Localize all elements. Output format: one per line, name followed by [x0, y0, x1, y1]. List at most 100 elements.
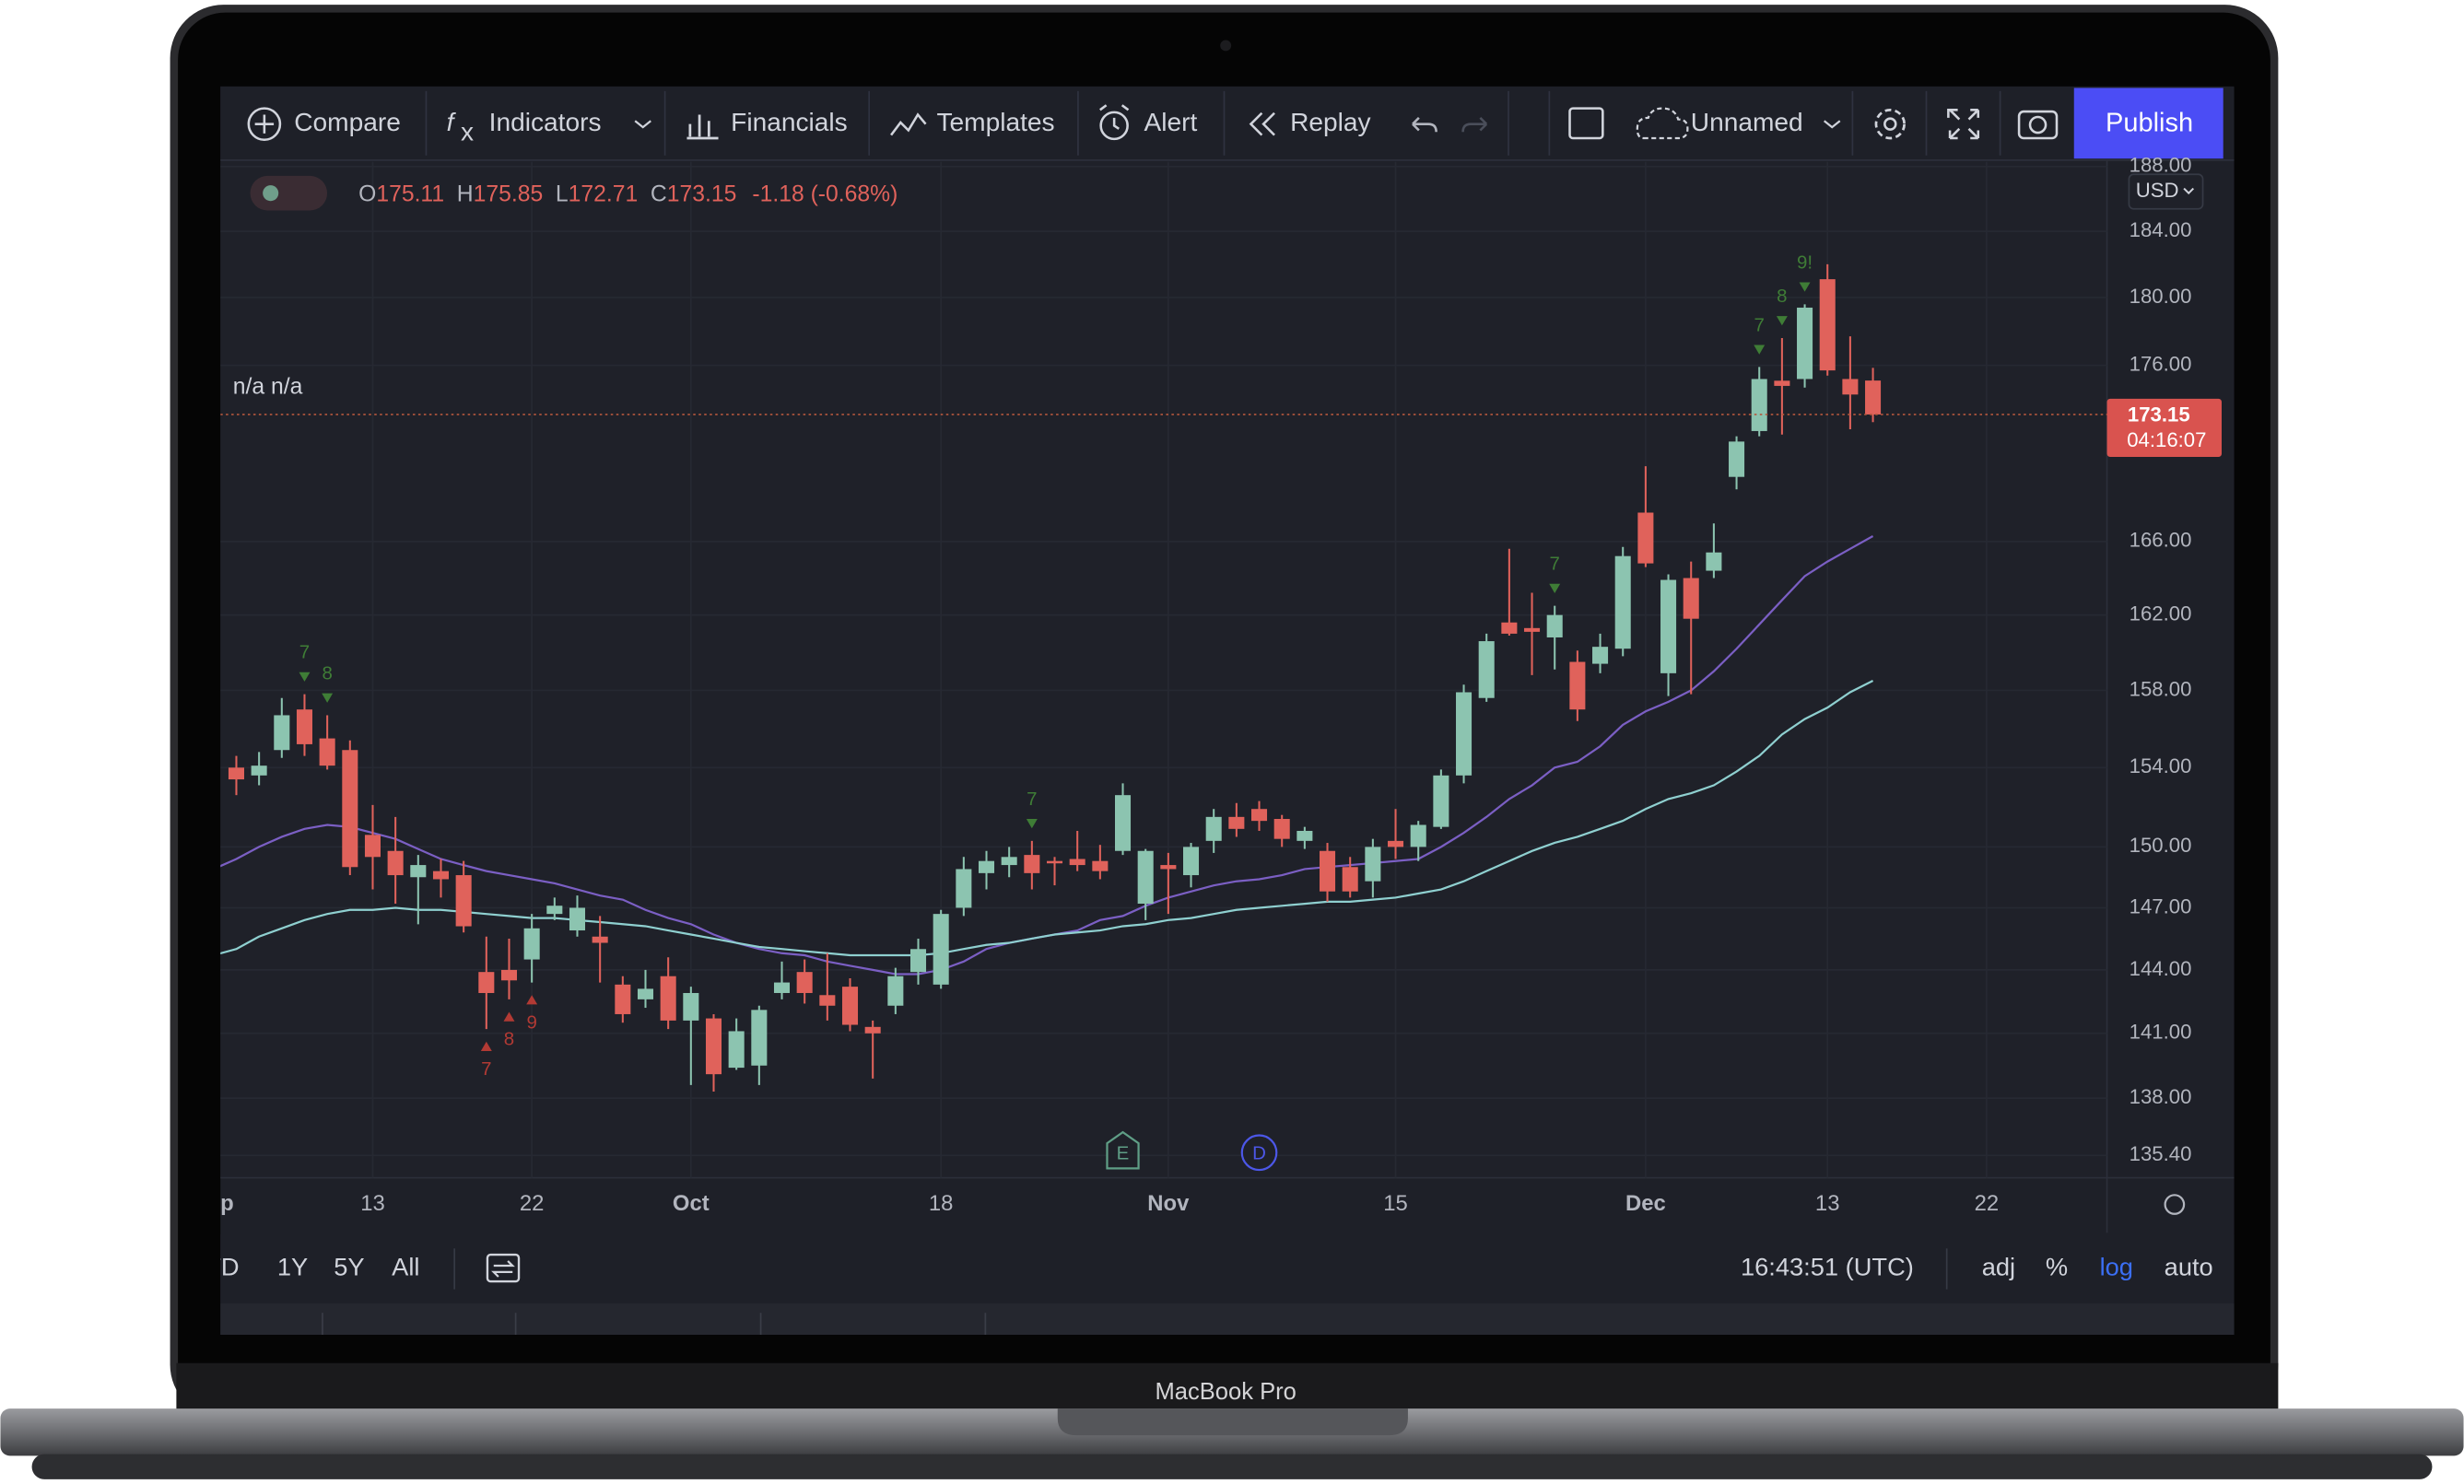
- candle-body: [546, 906, 563, 915]
- high-label: H: [457, 181, 474, 206]
- candle-body: [1751, 379, 1767, 431]
- candle-body: [909, 949, 927, 973]
- camera-lens: [2028, 115, 2047, 134]
- close-value: 173.15: [667, 181, 737, 206]
- signal-count: 8: [504, 1029, 514, 1050]
- series-toggle[interactable]: [250, 175, 328, 211]
- templates-button[interactable]: Templates: [890, 108, 1055, 136]
- candle-body: [615, 984, 631, 1014]
- candle-body: [1433, 775, 1449, 827]
- candle-body: [1842, 379, 1859, 395]
- adj-toggle[interactable]: adj: [1982, 1253, 2015, 1281]
- candle-body: [1592, 647, 1609, 664]
- auto-toggle[interactable]: auto: [2165, 1253, 2213, 1281]
- base-shadow: [31, 1454, 2433, 1479]
- candle-body: [1388, 840, 1404, 847]
- fullscreen-button[interactable]: [1947, 109, 1980, 140]
- dropdown-caret: [634, 120, 651, 129]
- financials-icon: [686, 114, 719, 140]
- x-tick-label: Dec: [1625, 1191, 1666, 1216]
- candle-body: [956, 869, 972, 908]
- gear-outer: [1874, 108, 1907, 140]
- event-shape: [1106, 1130, 1140, 1170]
- y-tick-label: 162.00: [2130, 602, 2192, 625]
- layout-name-button[interactable]: Unnamed: [1636, 107, 1841, 140]
- camera: [1220, 40, 1232, 52]
- candle-body: [1160, 865, 1177, 870]
- signal-count: 9!: [1797, 251, 1813, 273]
- device-label: MacBook Pro: [1155, 1379, 1296, 1405]
- signal-count: 7: [1550, 554, 1560, 575]
- x-tick-label: 22: [1975, 1191, 2000, 1216]
- candle-body: [1046, 860, 1063, 864]
- candle-body: [1819, 279, 1836, 371]
- log-toggle[interactable]: log: [2100, 1253, 2133, 1281]
- financials-button[interactable]: Financials: [686, 108, 848, 140]
- redo-button[interactable]: [1461, 116, 1488, 133]
- candle-body: [500, 969, 518, 981]
- settings-button[interactable]: [1874, 108, 1907, 140]
- range-button[interactable]: 5Y: [334, 1253, 364, 1281]
- candle-body: [864, 1026, 881, 1034]
- x-tick-label: 15: [1383, 1191, 1408, 1216]
- y-tick-label: 180.00: [2130, 285, 2192, 308]
- range-button[interactable]: 1Y: [277, 1253, 308, 1281]
- candle-body: [319, 738, 335, 766]
- range-button[interactable]: All: [392, 1253, 419, 1281]
- event-shape: [1240, 1134, 1278, 1172]
- candle-body: [342, 750, 358, 868]
- undo-button[interactable]: [1412, 116, 1437, 133]
- indicators-button[interactable]: f x Indicators: [447, 108, 651, 146]
- candle-body: [1774, 380, 1790, 386]
- candle-body: [274, 715, 290, 751]
- fx-icon: f: [447, 108, 457, 136]
- date-range-button[interactable]: [486, 1253, 521, 1283]
- y-tick-label: 144.00: [2130, 957, 2192, 980]
- candle-body: [637, 988, 654, 999]
- x-tick-label: Nov: [1147, 1191, 1190, 1216]
- signal-arrow: [1026, 818, 1038, 829]
- candle-body: [683, 992, 699, 1021]
- compare-button[interactable]: Compare: [247, 107, 401, 142]
- event-badge[interactable]: D: [1240, 1134, 1278, 1172]
- x-tick-label: 18: [929, 1191, 954, 1216]
- publish-button[interactable]: Publish: [2073, 88, 2223, 159]
- calendar-icon: [486, 1253, 521, 1283]
- percent-toggle[interactable]: %: [2046, 1253, 2068, 1281]
- candle-body: [1137, 850, 1154, 905]
- candle-body: [1342, 867, 1358, 892]
- candle-body: [1456, 692, 1473, 776]
- candle-body: [1365, 847, 1381, 882]
- snapshot-button[interactable]: [2017, 110, 2059, 140]
- signal-count: 8: [322, 663, 332, 684]
- templates-icon: [890, 112, 927, 136]
- candle-body: [728, 1031, 745, 1069]
- candle-body: [1273, 818, 1290, 839]
- bar-countdown: 04:16:07: [2127, 428, 2206, 451]
- moving-average-line: [220, 680, 1874, 957]
- candle-body: [1410, 824, 1426, 847]
- candle-body: [819, 995, 836, 1006]
- candle-body: [1478, 641, 1495, 698]
- candle-body: [1524, 627, 1541, 632]
- x-tick-label: 13: [1815, 1191, 1840, 1216]
- replay-button[interactable]: Replay: [1249, 108, 1371, 136]
- last-price-label: 173.15: [2128, 403, 2190, 427]
- candle-body: [773, 982, 791, 993]
- clock[interactable]: 16:43:51 (UTC): [1741, 1253, 1914, 1281]
- candle-body: [978, 860, 995, 873]
- toggle-dot: [263, 185, 279, 202]
- candle-body: [1114, 795, 1132, 851]
- currency-label: USD: [2136, 179, 2179, 202]
- compare-plus: [254, 114, 275, 134]
- alert-button[interactable]: Alert: [1099, 104, 1198, 141]
- currency-button[interactable]: [2128, 173, 2204, 210]
- candle-body: [1637, 512, 1654, 564]
- event-badge[interactable]: E: [1106, 1130, 1140, 1170]
- scale-settings-button[interactable]: [2164, 1194, 2186, 1215]
- layout-button[interactable]: [1568, 107, 1604, 140]
- range-button[interactable]: YTD: [189, 1253, 240, 1281]
- signal-arrow: [480, 1041, 492, 1051]
- compare-label: Compare: [294, 108, 401, 136]
